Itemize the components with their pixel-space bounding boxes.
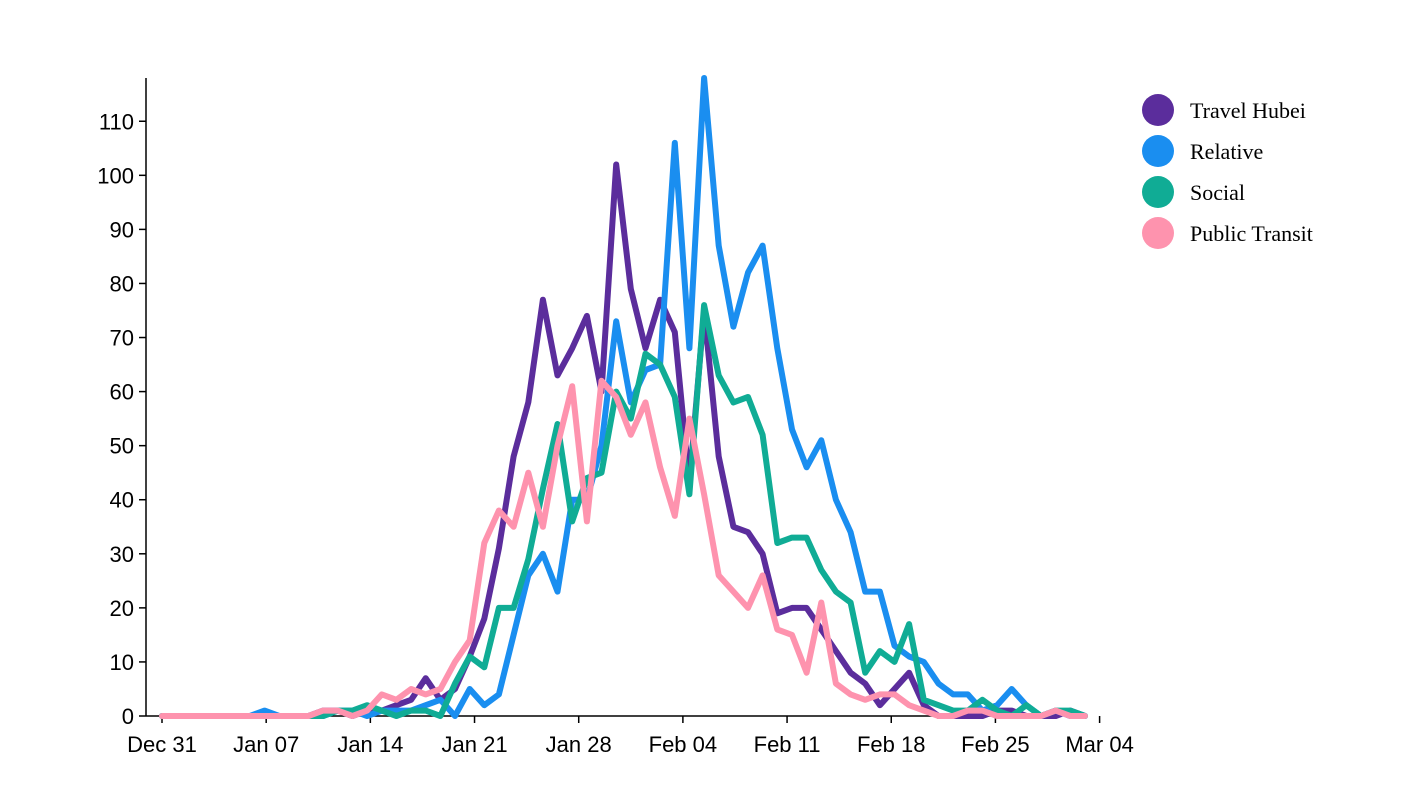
y-tick-label: 70 [110, 326, 134, 351]
y-tick-label: 100 [97, 163, 134, 188]
x-tick-label: Jan 21 [442, 732, 508, 757]
legend-swatch [1142, 94, 1174, 126]
y-tick-label: 90 [110, 217, 134, 242]
x-tick-label: Feb 18 [857, 732, 926, 757]
y-tick-label: 30 [110, 542, 134, 567]
x-tick-label: Feb 04 [649, 732, 718, 757]
x-tick-label: Jan 14 [337, 732, 403, 757]
legend: Travel Hubei Relative Social Public Transit [1142, 94, 1313, 249]
y-tick-label: 20 [110, 596, 134, 621]
series-line-public-transit [159, 377, 1088, 719]
legend-label: Relative [1190, 139, 1263, 164]
x-tick-label: Feb 25 [961, 732, 1030, 757]
y-tick-label: 60 [110, 380, 134, 405]
x-tick-label: Mar 04 [1065, 732, 1133, 757]
y-tick-label: 10 [110, 650, 134, 675]
y-tick-label: 50 [110, 434, 134, 459]
x-tick-label: Dec 31 [127, 732, 197, 757]
legend-label: Social [1190, 180, 1245, 205]
y-tick-label: 40 [110, 488, 134, 513]
series-line-travel-hubei [159, 161, 1088, 719]
legend-label: Travel Hubei [1190, 98, 1306, 123]
legend-label: Public Transit [1190, 221, 1313, 246]
x-axis-ticks: Dec 31 Jan 07 Jan 14 Jan 21 Jan 28 Feb 04 Feb … [127, 716, 1134, 757]
y-tick-label: 110 [99, 109, 134, 134]
x-tick-label: Feb 11 [754, 732, 821, 757]
axes [145, 78, 1060, 717]
series-line-relative [159, 75, 1088, 719]
legend-swatch [1142, 135, 1174, 167]
y-tick-label: 0 [122, 704, 134, 729]
y-tick-label: 80 [110, 271, 134, 296]
y-axis-ticks: 0 10 20 30 40 50 60 70 80 90 100 110 [97, 109, 146, 729]
legend-swatch [1142, 217, 1174, 249]
x-tick-label: Jan 28 [546, 732, 612, 757]
legend-swatch [1142, 176, 1174, 208]
series-lines [159, 75, 1088, 719]
x-tick-label: Jan 07 [233, 732, 299, 757]
